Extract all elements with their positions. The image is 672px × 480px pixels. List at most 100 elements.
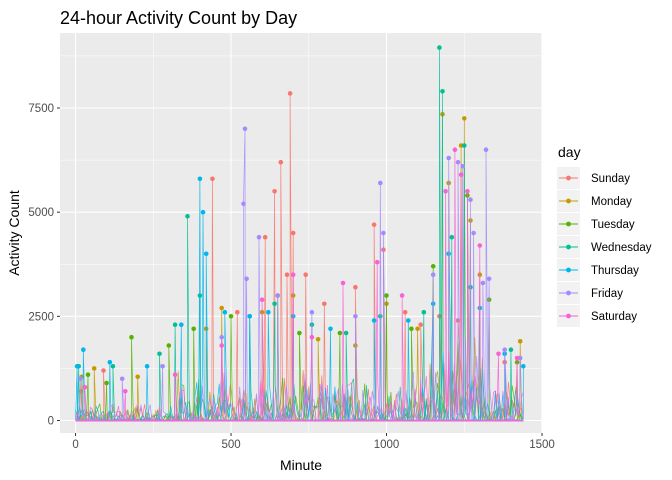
data-point	[455, 159, 461, 165]
x-tick-label: 0	[72, 439, 78, 451]
legend-item: Sunday	[557, 167, 630, 189]
x-axis: 0 500 1000 1500	[72, 433, 555, 451]
data-point	[81, 347, 86, 353]
data-point	[74, 364, 80, 369]
legend-label: Friday	[591, 288, 623, 300]
y-tick-label: 0	[48, 416, 54, 428]
data-point	[244, 276, 249, 282]
data-point	[337, 330, 343, 336]
data-point	[241, 201, 246, 207]
data-point	[446, 155, 452, 161]
data-point	[290, 230, 296, 236]
data-point	[262, 234, 268, 240]
data-point	[437, 45, 442, 50]
legend-key-point	[566, 221, 571, 227]
data-point	[219, 343, 224, 348]
data-point	[85, 372, 91, 378]
data-point	[381, 230, 386, 236]
data-point	[517, 339, 523, 344]
y-axis-title: Activity Count	[6, 190, 22, 276]
data-point	[129, 334, 134, 340]
data-point	[430, 264, 436, 269]
data-point	[197, 176, 203, 182]
data-point	[508, 347, 514, 353]
data-point	[343, 330, 349, 336]
data-point	[415, 326, 420, 332]
data-point	[353, 284, 358, 290]
data-point	[371, 318, 377, 323]
data-point	[203, 251, 209, 257]
data-point	[256, 234, 262, 240]
data-point	[77, 376, 83, 382]
data-point	[309, 334, 315, 340]
data-point	[219, 334, 224, 340]
data-point	[272, 301, 277, 307]
data-point	[384, 293, 389, 298]
data-point	[266, 309, 271, 315]
data-point	[460, 164, 466, 169]
data-point	[465, 189, 470, 194]
legend-key-point	[566, 267, 571, 273]
data-point	[303, 272, 309, 278]
data-point	[200, 209, 206, 215]
legend-key-point	[566, 175, 571, 181]
data-point	[222, 309, 228, 315]
data-point	[462, 116, 467, 121]
legend-item: Wednesday	[557, 236, 652, 258]
data-point	[440, 89, 445, 94]
data-point	[452, 147, 458, 152]
legend-item: Thursday	[557, 259, 639, 281]
legend-item: Tuesday	[557, 213, 635, 235]
data-point	[219, 305, 224, 311]
y-tick-label: 7500	[28, 103, 54, 115]
data-point	[242, 126, 248, 132]
legend-title: day	[558, 144, 581, 160]
data-point	[235, 309, 240, 315]
data-point	[228, 314, 234, 319]
data-point	[483, 147, 489, 152]
data-point	[399, 293, 405, 298]
data-point	[477, 243, 483, 248]
data-point	[185, 214, 190, 219]
data-point	[514, 355, 520, 361]
data-point	[91, 366, 97, 371]
data-point	[458, 172, 464, 177]
series-line	[75, 149, 524, 422]
legend-label: Tuesday	[591, 219, 635, 231]
data-point	[259, 297, 265, 303]
data-point	[78, 389, 84, 394]
legend-label: Wednesday	[591, 242, 652, 254]
data-point	[284, 272, 290, 278]
data-point	[409, 326, 414, 332]
x-tick-label: 500	[221, 439, 240, 451]
series-layer	[74, 45, 526, 422]
legend: day Sunday Monday Tuesday Wednesday Thursday…	[557, 144, 652, 327]
y-tick-label: 2500	[28, 311, 54, 323]
data-point	[315, 337, 321, 342]
data-point	[123, 389, 128, 394]
chart-title: 24-hour Activity Count by Day	[60, 8, 297, 28]
data-point	[82, 384, 88, 390]
data-point	[480, 280, 486, 286]
data-point	[172, 372, 178, 378]
data-point	[101, 368, 106, 373]
data-point	[378, 180, 383, 186]
data-point	[110, 364, 116, 369]
data-point	[275, 293, 281, 298]
data-point	[197, 293, 203, 298]
data-point	[210, 176, 215, 182]
legend-item: Saturday	[557, 305, 637, 327]
data-point	[449, 234, 455, 240]
data-point	[462, 143, 467, 148]
data-point	[340, 280, 346, 286]
legend-label: Monday	[591, 196, 632, 208]
legend-item: Monday	[557, 190, 632, 212]
data-point	[172, 322, 178, 328]
data-point	[486, 276, 492, 282]
data-point	[402, 309, 408, 315]
data-point	[374, 259, 380, 265]
y-tick-label: 5000	[28, 207, 54, 219]
data-point	[135, 374, 140, 380]
data-point	[157, 351, 162, 357]
